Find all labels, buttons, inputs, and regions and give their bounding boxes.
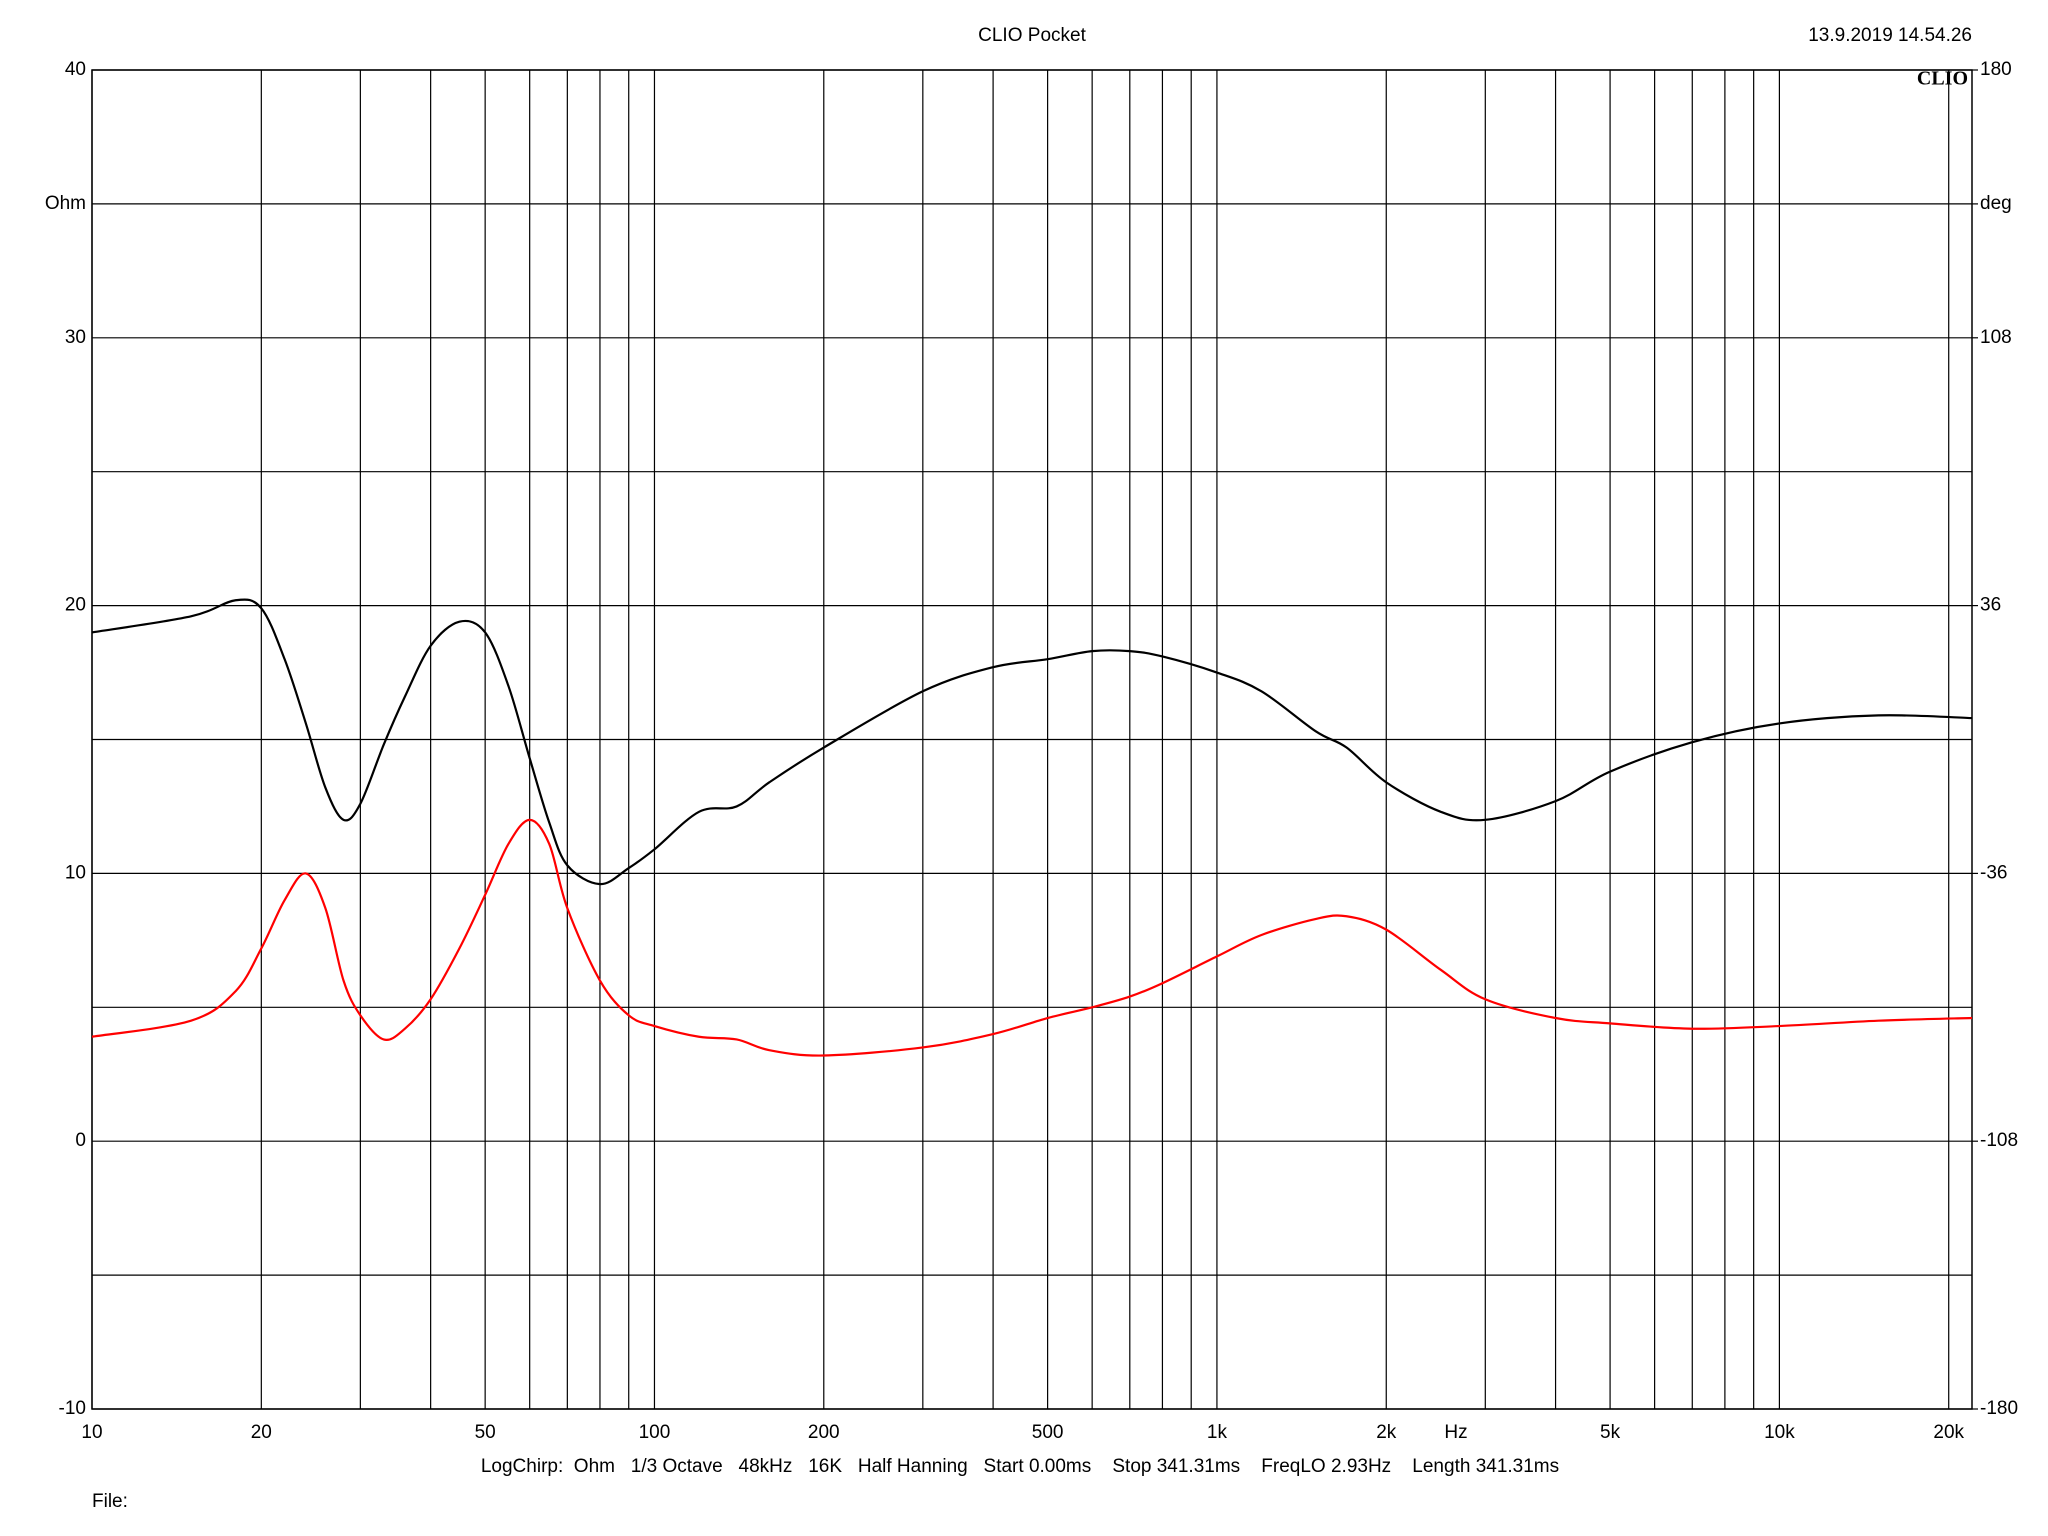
x-tick-label: 20k bbox=[1933, 1422, 1964, 1443]
x-tick-label: 10 bbox=[81, 1422, 102, 1443]
file-label: File: bbox=[92, 1491, 128, 1512]
y2-tick-label: -108 bbox=[1980, 1130, 2018, 1151]
logo: CLIO bbox=[1917, 68, 1968, 90]
x-tick-label: 20 bbox=[251, 1422, 272, 1443]
x-tick-label: 1k bbox=[1207, 1422, 1228, 1443]
chart-title: CLIO Pocket bbox=[978, 25, 1086, 46]
y2-tick-label: 180 bbox=[1980, 59, 2012, 80]
y2-tick-label: deg bbox=[1980, 193, 2012, 214]
y2-tick-label: 36 bbox=[1980, 595, 2001, 616]
y-tick-label: 40 bbox=[65, 59, 86, 80]
y-tick-label: -10 bbox=[59, 1398, 86, 1419]
x-tick-label: 10k bbox=[1764, 1422, 1795, 1443]
x-tick-label: 100 bbox=[639, 1422, 671, 1443]
timestamp: 13.9.2019 14.54.26 bbox=[1808, 25, 1972, 46]
plot-frame bbox=[91, 69, 1973, 1410]
y-tick-label: 30 bbox=[65, 327, 86, 348]
x-tick-label: 5k bbox=[1600, 1422, 1621, 1443]
x-tick-label: 50 bbox=[475, 1422, 496, 1443]
y2-tick-label: -180 bbox=[1980, 1398, 2018, 1419]
series-line bbox=[91, 598, 1973, 886]
x-tick-label: 2k bbox=[1376, 1422, 1397, 1443]
y-tick-label: 10 bbox=[65, 862, 86, 883]
y-tick-label: 20 bbox=[65, 595, 86, 616]
x-axis-label: Hz bbox=[1444, 1422, 1467, 1443]
y2-tick-label: -36 bbox=[1980, 862, 2007, 883]
x-tick-label: 200 bbox=[808, 1422, 840, 1443]
x-tick-label: 500 bbox=[1032, 1422, 1064, 1443]
y-tick-label: 0 bbox=[75, 1130, 86, 1151]
y-tick-label: Ohm bbox=[45, 193, 86, 214]
footer: LogChirp: Ohm 1/3 Octave 48kHz 16K Half … bbox=[481, 1456, 1559, 1477]
y2-tick-label: 108 bbox=[1980, 327, 2012, 348]
series-line bbox=[91, 818, 1973, 1057]
